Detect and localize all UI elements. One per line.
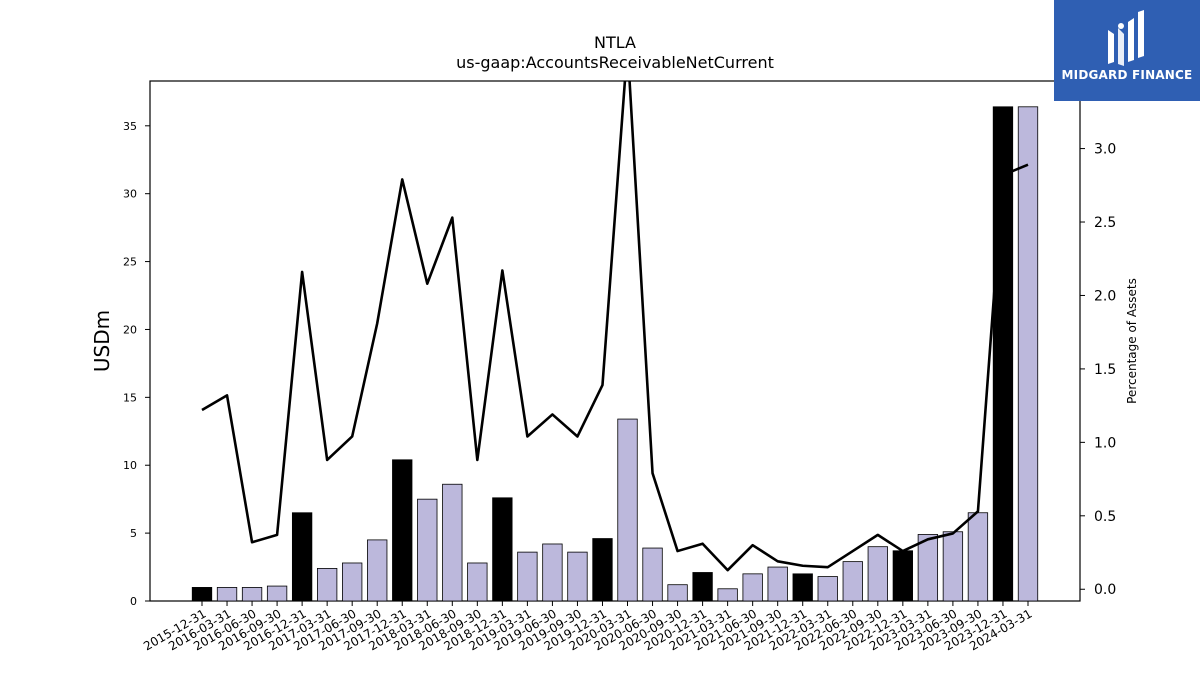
x-axis: 2015-12-312016-03-312016-06-302016-09-30… [141, 601, 1034, 653]
y-tick-label: 0 [130, 595, 137, 608]
bar [817, 576, 838, 602]
y-axis-left: 0 5 10 15 20 25 30 35 [123, 120, 150, 608]
bar [767, 566, 788, 602]
bar [517, 551, 538, 602]
plot-area [149, 80, 1081, 602]
logo-mark-icon [1108, 10, 1144, 66]
chart-subtitle: us-gaap:AccountsReceivableNetCurrent [456, 53, 774, 72]
bar [492, 497, 513, 602]
midgard-finance-logo: MIDGARD FINANCE [1054, 0, 1200, 101]
bar [216, 587, 238, 602]
y2-tick-label: 0.0 [1094, 582, 1116, 598]
bar [642, 547, 663, 602]
bar [316, 568, 338, 602]
series-line [201, 81, 1029, 572]
y-tick-label: 5 [130, 527, 137, 540]
y-tick-label: 20 [123, 323, 137, 336]
bars-group [191, 106, 1039, 602]
bar [1017, 106, 1039, 602]
y-tick-label: 30 [123, 188, 137, 201]
bar [692, 572, 713, 602]
y2-tick-label: 2.0 [1094, 288, 1116, 304]
bar [342, 562, 363, 602]
y-tick-label: 15 [123, 391, 137, 404]
bar [266, 585, 288, 602]
bar [842, 561, 863, 602]
bar [241, 587, 263, 602]
bar [917, 534, 939, 602]
bar [667, 584, 688, 602]
bar [467, 562, 488, 602]
chart-title: NTLA [594, 33, 636, 52]
bar [717, 588, 738, 602]
y-tick-label: 25 [123, 256, 137, 269]
bar [442, 483, 463, 602]
bar [367, 539, 388, 602]
y2-tick-label: 1.0 [1094, 435, 1116, 451]
bar [942, 531, 964, 602]
bar [967, 512, 989, 602]
y2-tick-label: 1.5 [1094, 362, 1116, 378]
y-tick-label: 10 [123, 459, 137, 472]
bar [567, 551, 588, 602]
bar [542, 543, 563, 602]
bar [867, 546, 888, 602]
bar [792, 573, 813, 602]
bar [191, 587, 213, 602]
bar [892, 550, 913, 602]
y-tick-label: 35 [123, 120, 137, 133]
bar [392, 459, 413, 602]
y2-tick-label: 2.5 [1094, 215, 1116, 231]
logo-text: MIDGARD FINANCE [1061, 68, 1193, 82]
y2-tick-label: 3.0 [1094, 142, 1116, 158]
bar [617, 418, 638, 602]
y-axis-right: 0.0 0.5 1.0 1.5 2.0 2.5 3.0 [1080, 142, 1116, 598]
bar [417, 498, 438, 602]
y2-tick-label: 0.5 [1094, 509, 1116, 525]
line-group [201, 81, 1029, 572]
bar [592, 538, 613, 602]
bar [291, 512, 313, 602]
y2-axis-label: Percentage of Assets [1125, 278, 1139, 404]
bar [742, 573, 763, 602]
y-axis-label: USDm [90, 310, 114, 372]
